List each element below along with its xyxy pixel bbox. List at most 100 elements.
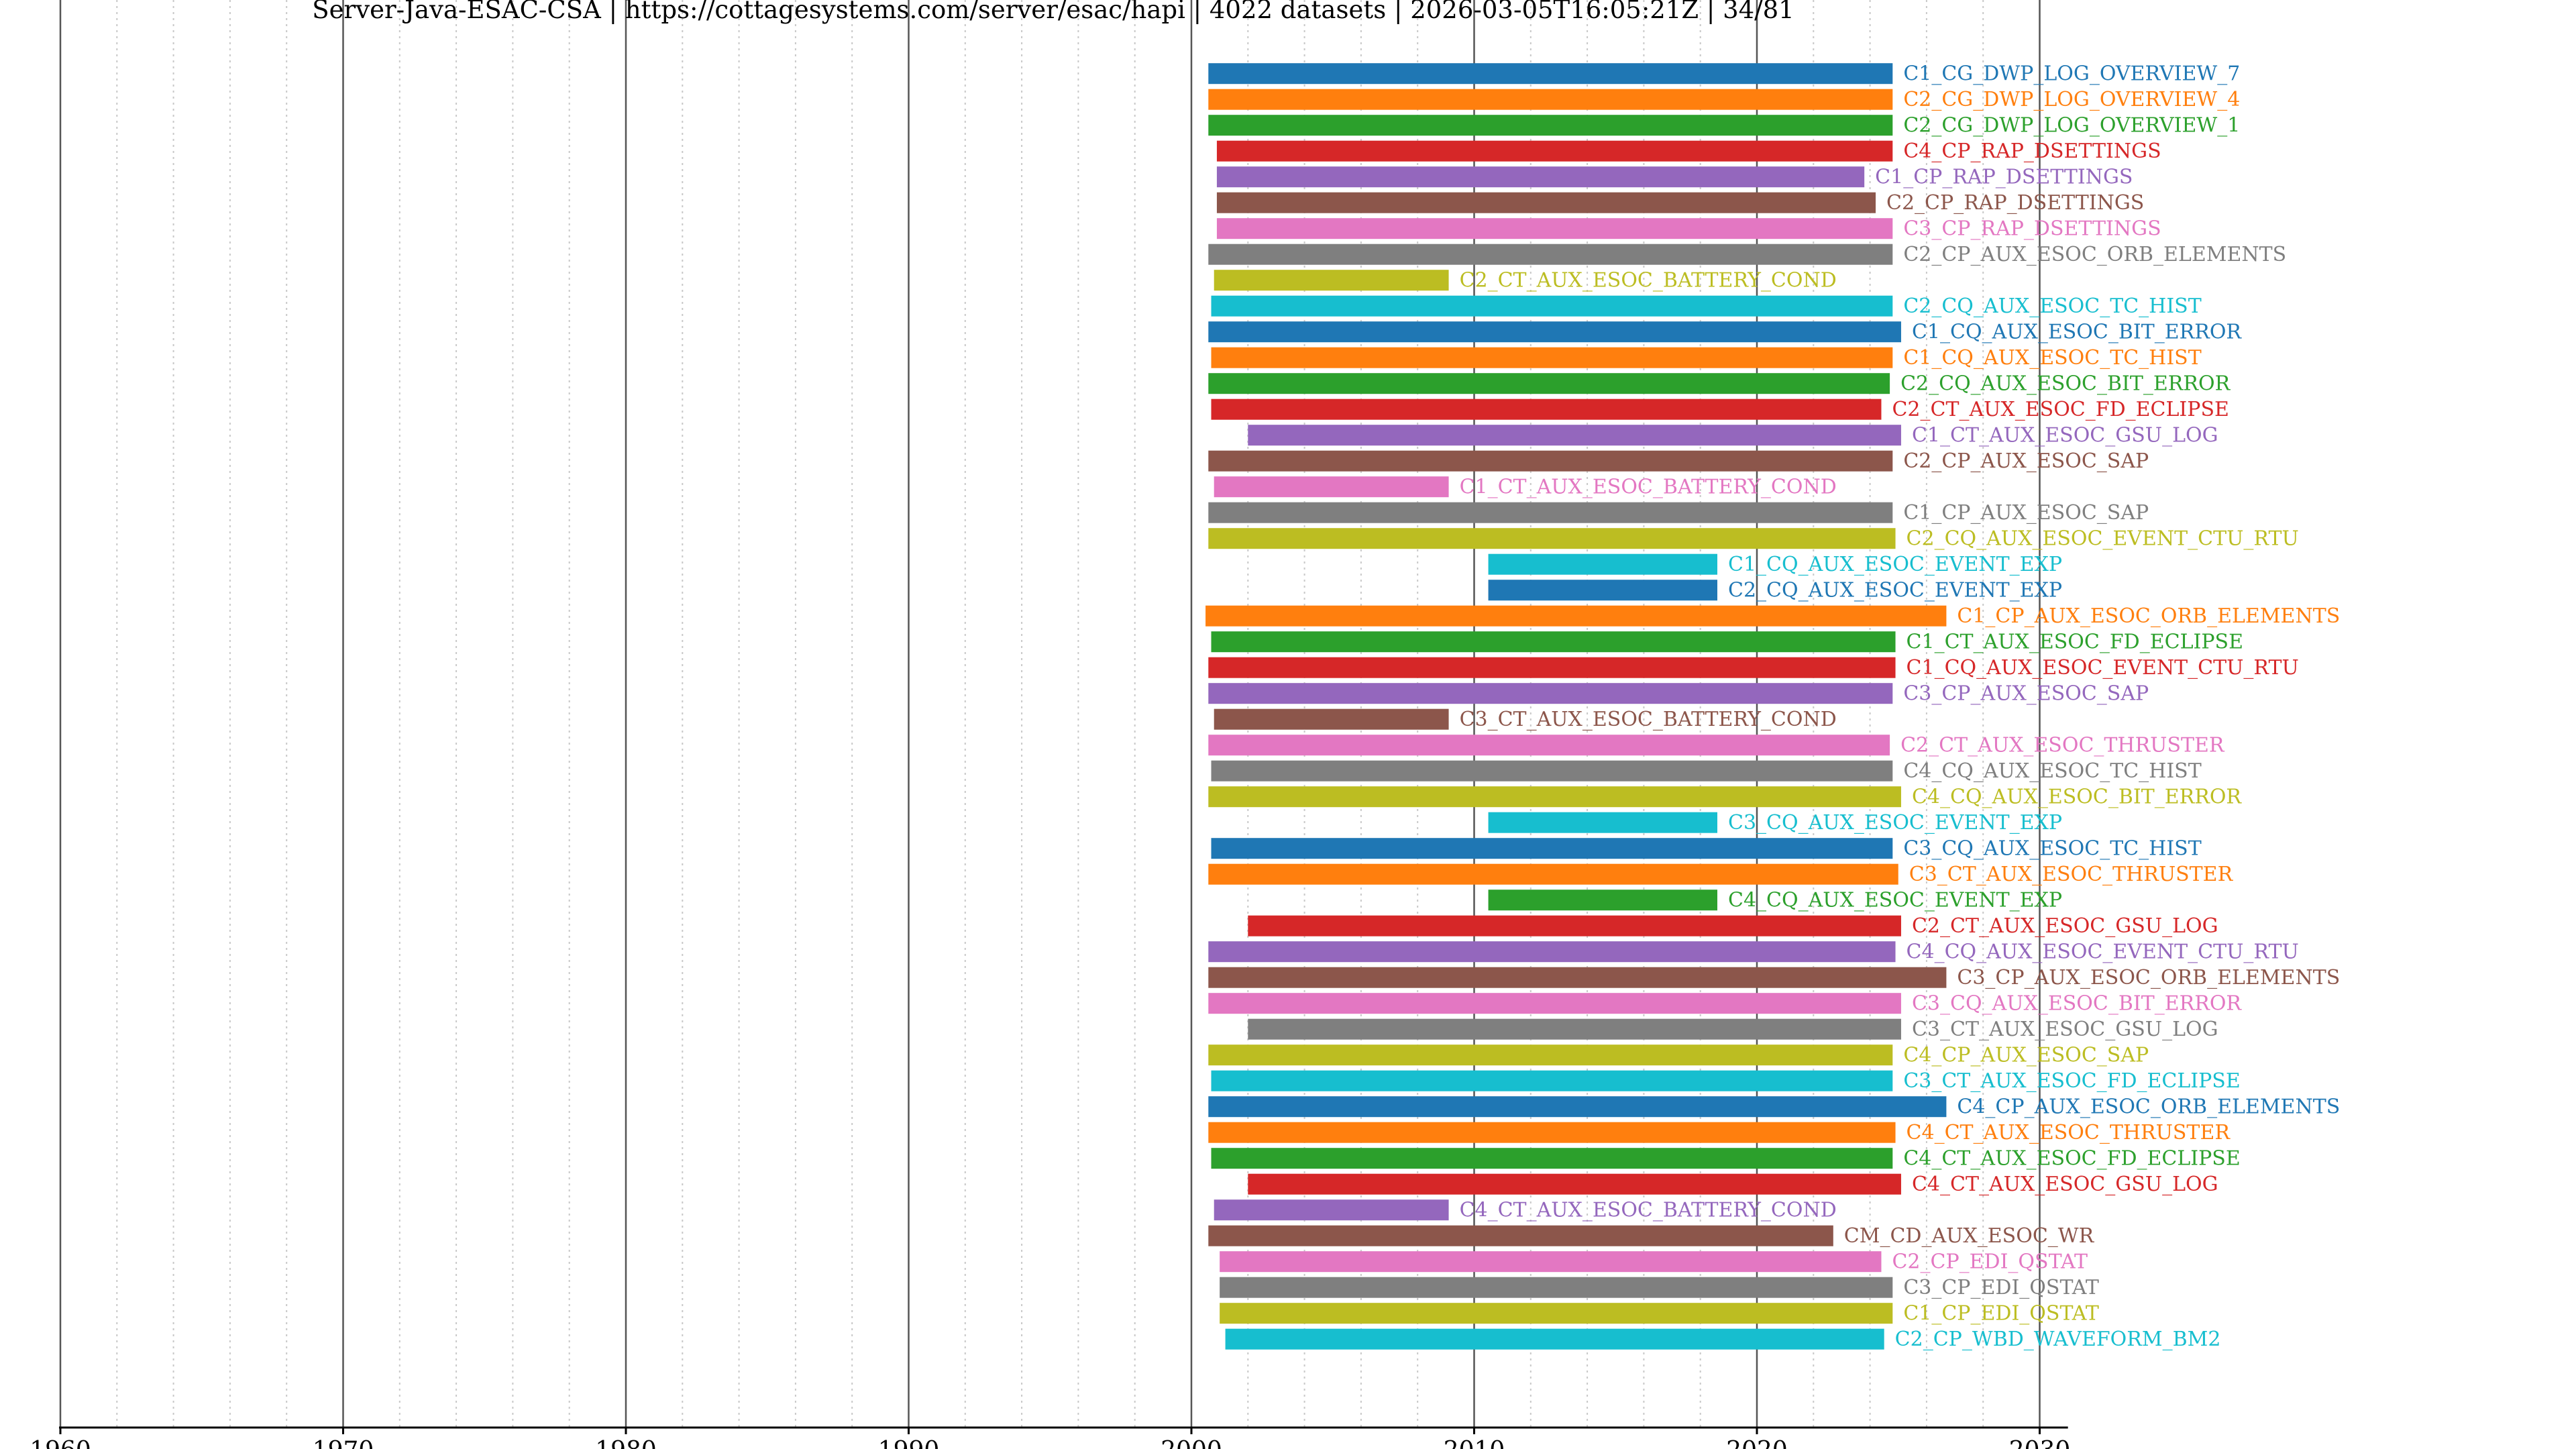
dataset-label: C3_CT_AUX_ESOC_BATTERY_COND bbox=[1460, 708, 1837, 731]
dataset-bar[interactable] bbox=[1211, 631, 1896, 653]
dataset-label: C3_CT_AUX_ESOC_GSU_LOG bbox=[1912, 1018, 2218, 1041]
dataset-label: C2_CQ_AUX_ESOC_TC_HIST bbox=[1903, 294, 2201, 318]
x-tick-label: 2000 bbox=[1161, 1437, 1222, 1449]
dataset-bar[interactable] bbox=[1208, 115, 1893, 136]
dataset-label: C3_CQ_AUX_ESOC_BIT_ERROR bbox=[1912, 992, 2242, 1016]
dataset-label: C1_CP_RAP_DSETTINGS bbox=[1875, 166, 2133, 189]
dataset-bar[interactable] bbox=[1208, 993, 1901, 1014]
dataset-label: C4_CQ_AUX_ESOC_EVENT_CTU_RTU bbox=[1907, 941, 2299, 964]
dataset-label: C1_CQ_AUX_ESOC_BIT_ERROR bbox=[1912, 321, 2242, 344]
dataset-label: C2_CP_EDI_QSTAT bbox=[1892, 1250, 2088, 1274]
dataset-bar[interactable] bbox=[1216, 192, 1876, 213]
dataset-label: C1_CQ_AUX_ESOC_EVENT_EXP bbox=[1728, 553, 2062, 576]
dataset-label: C3_CQ_AUX_ESOC_TC_HIST bbox=[1903, 837, 2201, 861]
dataset-bar[interactable] bbox=[1208, 863, 1898, 885]
dataset-bar[interactable] bbox=[1488, 580, 1717, 601]
dataset-bar[interactable] bbox=[1205, 605, 1947, 627]
major-gridlines bbox=[59, 0, 2041, 1428]
dataset-label: C3_CT_AUX_ESOC_FD_ECLIPSE bbox=[1903, 1069, 2240, 1093]
dataset-label: C1_CT_AUX_ESOC_BATTERY_COND bbox=[1460, 476, 1837, 499]
dataset-label: C4_CP_AUX_ESOC_ORB_ELEMENTS bbox=[1957, 1095, 2340, 1119]
dataset-bar[interactable] bbox=[1214, 1199, 1449, 1221]
dataset-label: C2_CQ_AUX_ESOC_EVENT_EXP bbox=[1728, 579, 2062, 602]
dataset-bar[interactable] bbox=[1248, 1173, 1901, 1195]
dataset-bar[interactable] bbox=[1214, 476, 1449, 498]
dataset-bar[interactable] bbox=[1488, 890, 1717, 911]
dataset-bar[interactable] bbox=[1216, 140, 1893, 162]
dataset-label: C3_CP_RAP_DSETTINGS bbox=[1903, 217, 2161, 241]
dataset-label: C2_CT_AUX_ESOC_GSU_LOG bbox=[1912, 914, 2218, 938]
dataset-bar[interactable] bbox=[1208, 1122, 1896, 1143]
x-tick-label: 2010 bbox=[1444, 1437, 1505, 1449]
dataset-bar[interactable] bbox=[1208, 967, 1947, 988]
dataset-label: C2_CT_AUX_ESOC_FD_ECLIPSE bbox=[1892, 398, 2229, 421]
dataset-bar[interactable] bbox=[1211, 760, 1893, 782]
dataset-bar[interactable] bbox=[1208, 735, 1890, 756]
x-tick-label: 1970 bbox=[313, 1437, 374, 1449]
dataset-label: C4_CT_AUX_ESOC_GSU_LOG bbox=[1912, 1173, 2218, 1196]
dataset-bar[interactable] bbox=[1211, 347, 1893, 368]
dataset-bar[interactable] bbox=[1208, 1096, 1947, 1118]
dataset-bar[interactable] bbox=[1225, 1328, 1884, 1350]
dataset-label: C4_CQ_AUX_ESOC_TC_HIST bbox=[1903, 759, 2201, 783]
dataset-bar[interactable] bbox=[1488, 812, 1717, 833]
dataset-label: C2_CQ_AUX_ESOC_BIT_ERROR bbox=[1900, 372, 2231, 396]
dataset-label: C4_CQ_AUX_ESOC_BIT_ERROR bbox=[1912, 786, 2242, 809]
dataset-bar[interactable] bbox=[1208, 321, 1901, 343]
dataset-label: C2_CP_AUX_ESOC_SAP bbox=[1903, 449, 2149, 473]
dataset-bar[interactable] bbox=[1208, 373, 1890, 394]
dataset-label: C3_CP_AUX_ESOC_SAP bbox=[1903, 682, 2149, 706]
dataset-labels: C1_CG_DWP_LOG_OVERVIEW_7C2_CG_DWP_LOG_OV… bbox=[1460, 62, 2341, 1351]
dataset-bar[interactable] bbox=[1211, 295, 1893, 317]
dataset-bar[interactable] bbox=[1208, 502, 1893, 523]
dataset-bar[interactable] bbox=[1214, 708, 1449, 730]
dataset-label: C1_CT_AUX_ESOC_GSU_LOG bbox=[1912, 424, 2218, 447]
dataset-label: C2_CQ_AUX_ESOC_EVENT_CTU_RTU bbox=[1907, 527, 2299, 551]
dataset-label: C2_CT_AUX_ESOC_THRUSTER bbox=[1900, 734, 2225, 757]
dataset-bar[interactable] bbox=[1216, 166, 1865, 188]
dataset-label: C4_CT_AUX_ESOC_BATTERY_COND bbox=[1460, 1199, 1837, 1222]
dataset-label: C4_CQ_AUX_ESOC_EVENT_EXP bbox=[1728, 889, 2062, 912]
dataset-label: C3_CT_AUX_ESOC_THRUSTER bbox=[1909, 863, 2234, 886]
dataset-bar[interactable] bbox=[1208, 1225, 1833, 1246]
dataset-bar[interactable] bbox=[1208, 657, 1896, 678]
dataset-label: C2_CG_DWP_LOG_OVERVIEW_1 bbox=[1903, 114, 2240, 138]
dataset-label: C3_CP_AUX_ESOC_ORB_ELEMENTS bbox=[1957, 966, 2340, 989]
x-tick-label: 1980 bbox=[595, 1437, 657, 1449]
dataset-label: C2_CT_AUX_ESOC_BATTERY_COND bbox=[1460, 269, 1837, 292]
dataset-bar[interactable] bbox=[1208, 450, 1893, 472]
dataset-bar[interactable] bbox=[1208, 244, 1893, 265]
dataset-bar[interactable] bbox=[1211, 398, 1882, 420]
dataset-bar[interactable] bbox=[1208, 89, 1893, 110]
dataset-bar[interactable] bbox=[1214, 270, 1449, 291]
dataset-label: C1_CT_AUX_ESOC_FD_ECLIPSE bbox=[1907, 631, 2243, 654]
dataset-bar[interactable] bbox=[1211, 838, 1893, 859]
dataset-label: C1_CP_EDI_QSTAT bbox=[1903, 1302, 2099, 1326]
x-tick-label: 2020 bbox=[1726, 1437, 1788, 1449]
dataset-bar[interactable] bbox=[1248, 1018, 1901, 1040]
dataset-label: C1_CP_AUX_ESOC_ORB_ELEMENTS bbox=[1957, 604, 2340, 628]
dataset-bar[interactable] bbox=[1208, 1044, 1893, 1066]
dataset-bar[interactable] bbox=[1220, 1277, 1893, 1298]
dataset-bar[interactable] bbox=[1216, 218, 1893, 239]
dataset-label: C2_CP_RAP_DSETTINGS bbox=[1886, 191, 2144, 215]
dataset-bar[interactable] bbox=[1208, 941, 1896, 963]
dataset-bar[interactable] bbox=[1208, 528, 1896, 549]
dataset-bar[interactable] bbox=[1208, 63, 1893, 85]
dataset-bar[interactable] bbox=[1248, 425, 1901, 446]
dataset-label: C4_CP_AUX_ESOC_SAP bbox=[1903, 1044, 2149, 1067]
dataset-bar[interactable] bbox=[1211, 1070, 1893, 1091]
dataset-bar[interactable] bbox=[1488, 553, 1717, 575]
dataset-bars bbox=[1205, 63, 1947, 1350]
dataset-bar[interactable] bbox=[1248, 915, 1901, 936]
dataset-bar[interactable] bbox=[1208, 683, 1893, 704]
dataset-bar[interactable] bbox=[1220, 1251, 1882, 1273]
dataset-label: C3_CQ_AUX_ESOC_EVENT_EXP bbox=[1728, 811, 2062, 835]
dataset-bar[interactable] bbox=[1211, 1148, 1893, 1169]
dataset-bar[interactable] bbox=[1208, 786, 1901, 808]
dataset-label: C4_CP_RAP_DSETTINGS bbox=[1903, 140, 2161, 163]
dataset-bar[interactable] bbox=[1220, 1303, 1893, 1324]
x-tick-label: 1960 bbox=[30, 1437, 91, 1449]
dataset-label: C4_CT_AUX_ESOC_THRUSTER bbox=[1907, 1121, 2231, 1144]
